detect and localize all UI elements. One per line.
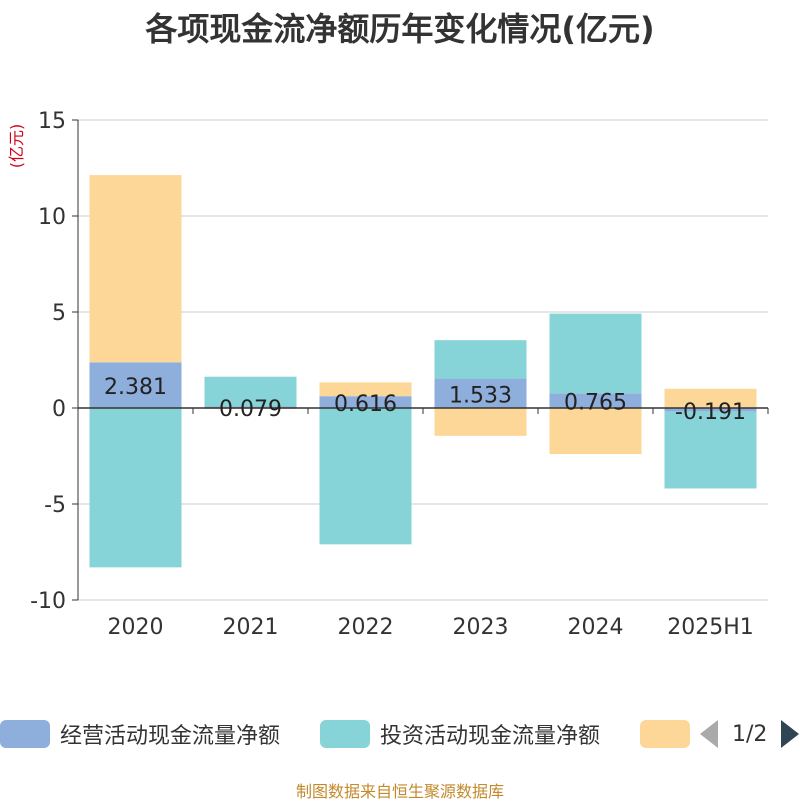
- data-label: -0.191: [675, 400, 746, 425]
- legend-swatch-investing: [320, 720, 370, 748]
- legend-item-operating[interactable]: 经营活动现金流量净额: [0, 716, 280, 752]
- bar-series-0: [89, 362, 182, 408]
- data-label: 0.765: [564, 391, 627, 416]
- y-tick-label: 5: [52, 301, 66, 326]
- bar-series-0: [434, 378, 527, 408]
- legend: 经营活动现金流量净额 投资活动现金流量净额 1/2: [0, 716, 800, 752]
- bar-series-2: [664, 388, 757, 408]
- x-tick-label: 2024: [568, 615, 624, 640]
- bar-series-0: [319, 396, 412, 408]
- pager-next-icon[interactable]: [781, 720, 800, 748]
- bar-series-2: [434, 408, 527, 436]
- legend-pager: 1/2: [700, 716, 800, 752]
- chart-title: 各项现金流净额历年变化情况(亿元): [145, 10, 655, 48]
- y-tick-label: 10: [38, 205, 66, 230]
- bars: [89, 175, 757, 568]
- y-axis-unit-label: (亿元): [7, 124, 26, 169]
- data-label: 0.079: [219, 397, 282, 422]
- bar-series-1: [549, 313, 642, 394]
- bar-series-1: [434, 340, 527, 379]
- bar-series-1: [204, 376, 297, 407]
- legend-swatch-financing: [640, 720, 690, 748]
- bar-series-1: [319, 408, 412, 545]
- bar-series-1: [89, 408, 182, 568]
- x-tick-label: 2022: [338, 615, 394, 640]
- x-tick-label: 2025H1: [667, 615, 754, 640]
- pager-page-indicator: 1/2: [732, 721, 768, 747]
- bar-series-2: [319, 382, 412, 397]
- data-labels: 2.381 0.079 0.616 1.533 0.765 -0.191: [104, 375, 746, 425]
- bar-series-0: [549, 393, 642, 408]
- y-tick-label: 0: [52, 397, 66, 422]
- legend-swatch-operating: [0, 720, 50, 748]
- legend-item-financing[interactable]: [640, 716, 700, 752]
- bar-series-0: [664, 408, 757, 412]
- data-label: 2.381: [104, 375, 167, 400]
- y-tick-label: -5: [44, 493, 66, 518]
- data-label: 1.533: [449, 383, 512, 408]
- x-tick-label: 2020: [108, 615, 164, 640]
- axes: 15 10 5 0 -5 -10 2020 2021 2022 2023 2024 2025H1: [30, 109, 769, 640]
- x-tick-label: 2021: [223, 615, 279, 640]
- bar-series-2: [549, 408, 642, 455]
- pager-prev-icon[interactable]: [700, 720, 718, 748]
- bar-series-1: [664, 411, 757, 489]
- legend-label-investing: 投资活动现金流量净额: [380, 724, 601, 749]
- bar-series-2: [89, 175, 182, 363]
- bar-series-0: [204, 406, 297, 408]
- source-note: 制图数据来自恒生聚源数据库: [295, 782, 504, 801]
- data-label: 0.616: [334, 392, 397, 417]
- legend-item-investing[interactable]: 投资活动现金流量净额: [320, 716, 600, 752]
- y-tick-label: 15: [38, 109, 66, 134]
- cashflow-bar-chart: 15 10 5 0 -5 -10 2020 2021 2022 2023 2024 2025H1 2.…: [7, 109, 769, 640]
- x-tick-label: 2023: [453, 615, 509, 640]
- y-tick-label: -10: [30, 589, 66, 614]
- legend-label-operating: 经营活动现金流量净额: [60, 724, 281, 749]
